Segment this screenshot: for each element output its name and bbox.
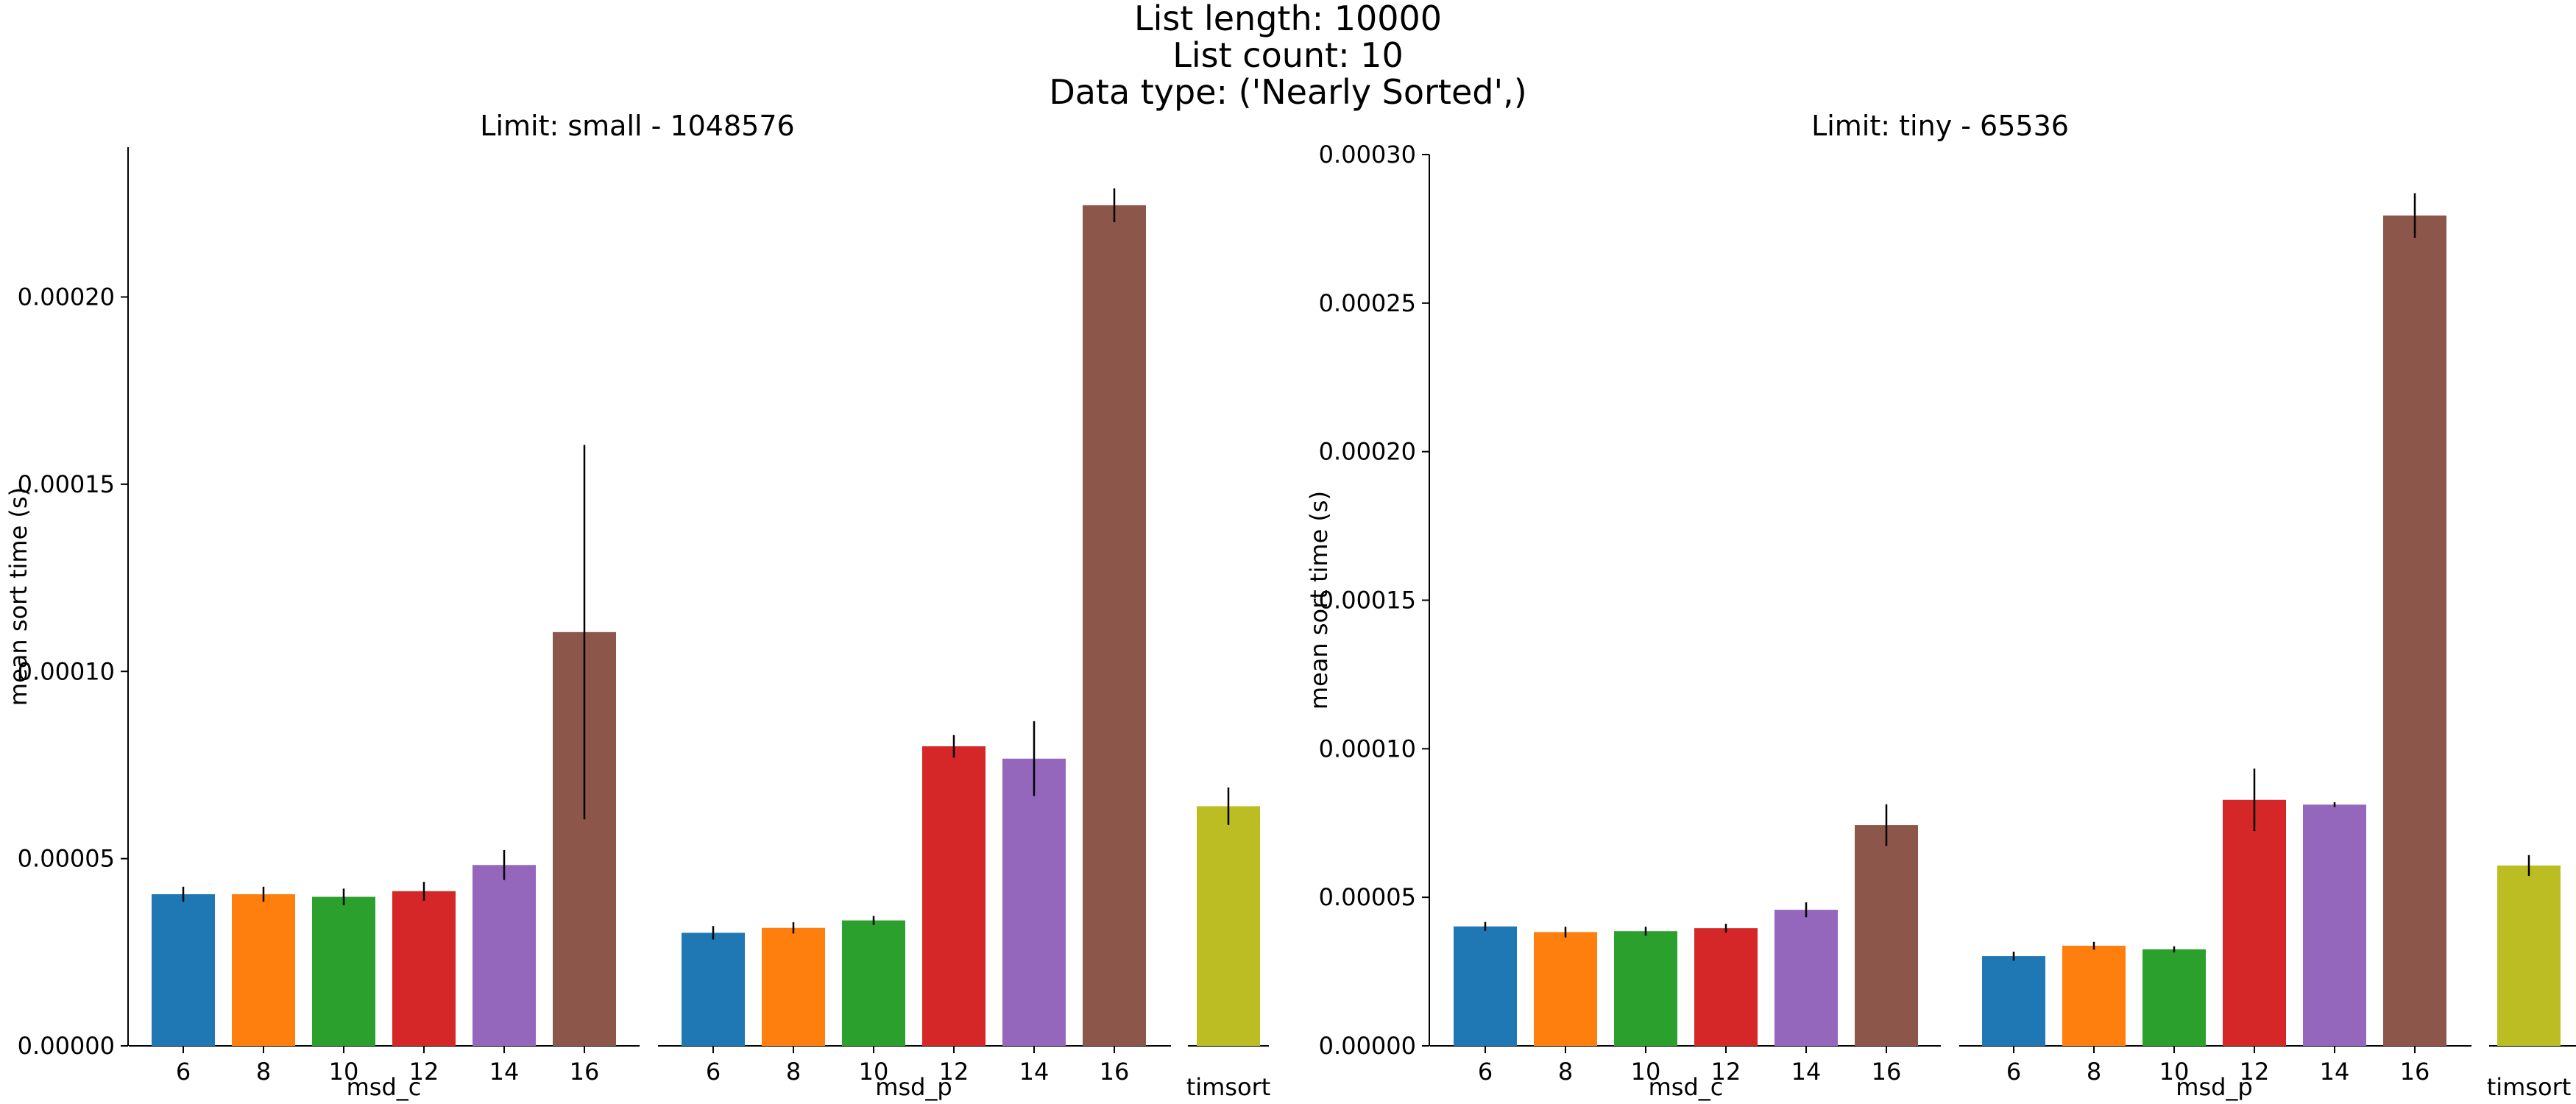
x-tick-label: 8 <box>786 1058 801 1086</box>
x-tick-label: 14 <box>489 1058 520 1086</box>
y-tick-label: 0.00015 <box>1319 587 1416 615</box>
x-tick-label: 12 <box>939 1058 969 1086</box>
x-group-label: timsort <box>2487 1073 2572 1101</box>
x-group-label: msd_p <box>875 1073 952 1101</box>
x-tick-label: 16 <box>2400 1058 2430 1086</box>
bar <box>842 920 905 1046</box>
y-tick-label: 0.00010 <box>18 657 115 685</box>
x-tick-label: 14 <box>1019 1058 1050 1086</box>
y-tick-label: 0.00010 <box>1319 735 1416 762</box>
y-tick-label: 0.00005 <box>1319 883 1416 911</box>
x-tick-label: 6 <box>176 1058 191 1086</box>
x-tick-label: 16 <box>1100 1058 1130 1086</box>
x-tick-label: 6 <box>1478 1058 1493 1086</box>
x-tick-label: 16 <box>1872 1058 1902 1086</box>
x-tick-label: 10 <box>2159 1058 2190 1086</box>
y-tick-label: 0.00025 <box>1319 289 1416 317</box>
bar <box>1774 910 1838 1046</box>
y-tick-label: 0.00000 <box>18 1032 115 1060</box>
bar <box>2497 865 2561 1046</box>
x-tick-label: 6 <box>706 1058 721 1086</box>
bar <box>2062 945 2126 1046</box>
subplot-title: Limit: tiny - 65536 <box>1811 110 2069 142</box>
y-axis-label: mean sort time (s) <box>1305 491 1333 710</box>
y-tick-label: 0.00015 <box>18 470 115 498</box>
x-group-label: msd_c <box>347 1073 422 1101</box>
x-group-label: msd_c <box>1649 1073 1724 1101</box>
bar <box>1197 806 1260 1046</box>
x-tick-label: 10 <box>1631 1058 1661 1086</box>
bar <box>2142 949 2206 1046</box>
x-tick-label: 8 <box>1558 1058 1573 1086</box>
bar <box>1694 928 1758 1046</box>
x-tick-label: 12 <box>2240 1058 2270 1086</box>
x-tick-label: 8 <box>2087 1058 2101 1086</box>
bar <box>2303 804 2366 1046</box>
bar <box>1002 758 1066 1046</box>
x-group-label: timsort <box>1186 1073 1271 1101</box>
x-tick-label: 12 <box>409 1058 439 1086</box>
x-tick-label: 10 <box>329 1058 359 1086</box>
x-tick-label: 16 <box>570 1058 600 1086</box>
bar <box>1982 956 2045 1046</box>
bar <box>2223 799 2286 1046</box>
figure-title-line: List length: 10000 <box>1133 0 1443 38</box>
y-axis-label: mean sort time (s) <box>4 487 32 706</box>
bar <box>232 894 295 1046</box>
x-tick-label: 10 <box>859 1058 889 1086</box>
x-group-label: msd_p <box>2176 1073 2252 1101</box>
bar <box>1454 926 1517 1046</box>
x-tick-label: 14 <box>2320 1058 2350 1086</box>
subplot-title: Limit: small - 1048576 <box>480 110 794 142</box>
bar <box>2383 215 2446 1046</box>
x-tick-label: 12 <box>1711 1058 1741 1086</box>
y-tick-label: 0.00000 <box>1319 1032 1416 1060</box>
y-tick-label: 0.00020 <box>18 283 115 311</box>
bar <box>152 894 215 1046</box>
bar <box>762 927 825 1046</box>
y-tick-label: 0.00005 <box>18 845 115 873</box>
bar <box>473 865 536 1046</box>
x-tick-label: 8 <box>256 1058 271 1086</box>
x-tick-label: 14 <box>1791 1058 1822 1086</box>
figure-title-line: Data type: ('Nearly Sorted',) <box>1049 72 1527 112</box>
figure-title-line: List count: 10 <box>1172 35 1404 75</box>
bar <box>1534 932 1597 1046</box>
bar <box>1083 205 1146 1047</box>
bar <box>922 746 986 1046</box>
bar <box>1614 931 1677 1046</box>
y-tick-label: 0.00020 <box>1319 438 1416 466</box>
figure-title: List length: 10000 List count: 10 Data t… <box>0 0 2576 110</box>
y-tick-label: 0.00030 <box>1319 141 1416 169</box>
bar <box>312 896 375 1046</box>
x-tick-label: 6 <box>2006 1058 2021 1086</box>
bar <box>392 891 456 1046</box>
bar <box>682 933 745 1046</box>
bar <box>1855 825 1918 1046</box>
